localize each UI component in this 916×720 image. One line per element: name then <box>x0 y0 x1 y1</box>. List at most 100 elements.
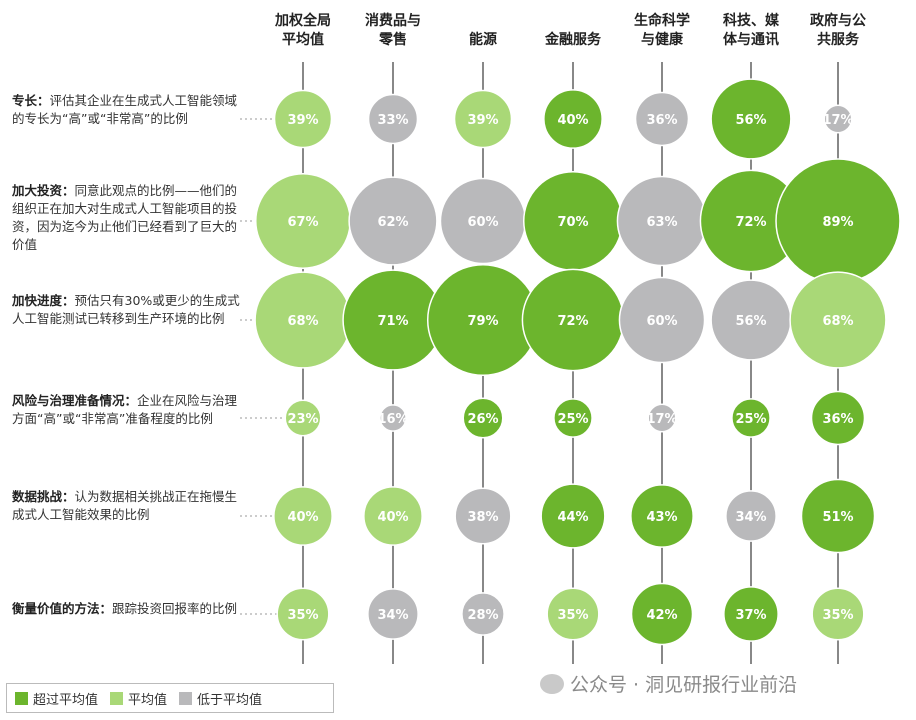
legend-item-above: 超过平均值 <box>15 689 98 708</box>
bubble-label-r3-c4: 17% <box>646 412 677 427</box>
bubble-label-r1-c3: 70% <box>557 215 588 230</box>
bubble-r0-c0 <box>273 89 333 149</box>
row-title: 加快进度： <box>12 293 75 308</box>
bubble-r0-c1 <box>367 93 419 145</box>
row-label-2: 加快进度：预估只有30%或更少的生成式人工智能测试已转移到生产环境的比例 <box>12 292 240 328</box>
bubble-r3-c2 <box>462 397 504 439</box>
bubble-label-r4-c2: 38% <box>467 510 498 525</box>
row-label-1: 加大投资：同意此观点的比例——他们的组织正在加大对生成式人工智能项目的投资，因为… <box>12 182 240 254</box>
bubble-label-r0-c6: 17% <box>822 113 853 128</box>
bubble-label-r2-c4: 60% <box>646 314 677 329</box>
bubble-r4-c0 <box>273 486 333 546</box>
bubble-r4-c2 <box>454 487 512 545</box>
column-header-0: 加权全局 平均值 <box>275 13 331 48</box>
bubble-r0-c2 <box>453 89 513 149</box>
bubble-r0-c4 <box>634 91 690 147</box>
bubble-label-r5-c1: 34% <box>377 608 408 623</box>
bubble-r0-c6 <box>823 104 853 134</box>
bubble-r1-c1 <box>348 176 438 266</box>
row-desc: 认为数据相关挑战正在拖慢生成式人工智能效果的比例 <box>12 489 238 522</box>
bubble-label-r2-c0: 68% <box>287 314 318 329</box>
bubble-label-r3-c2: 26% <box>467 412 498 427</box>
bubble-r4-c6 <box>800 478 876 554</box>
bubble-label-r1-c4: 63% <box>646 215 677 230</box>
bubble-label-r4-c6: 51% <box>822 510 853 525</box>
row-title: 衡量价值的方法： <box>12 601 113 616</box>
bubble-label-r3-c3: 25% <box>557 412 588 427</box>
bubble-r5-c2 <box>461 592 505 636</box>
bubble-label-r2-c1: 71% <box>377 314 408 329</box>
legend-swatch-avg <box>110 691 124 705</box>
bubble-label-r0-c2: 39% <box>467 113 498 128</box>
row-title: 加大投资： <box>12 183 75 198</box>
bubble-r2-c4 <box>618 276 706 364</box>
row-title: 风险与治理准备情况： <box>12 393 138 408</box>
bubble-label-r2-c2: 79% <box>467 314 498 329</box>
bubble-label-r1-c5: 72% <box>735 215 766 230</box>
bubble-label-r0-c1: 33% <box>377 113 408 128</box>
legend-item-below: 低于平均值 <box>179 689 262 708</box>
bubble-label-r4-c1: 40% <box>377 510 408 525</box>
bubble-r0-c5 <box>710 78 792 160</box>
bubble-r3-c1 <box>379 404 407 432</box>
bubble-label-r0-c5: 56% <box>735 113 766 128</box>
bubble-label-r5-c6: 35% <box>822 608 853 623</box>
row-title: 数据挑战： <box>12 489 75 504</box>
bubble-label-r4-c3: 44% <box>557 510 588 525</box>
bubble-label-r4-c5: 34% <box>735 510 766 525</box>
bubble-r4-c1 <box>363 486 423 546</box>
row-title: 专长： <box>12 93 50 108</box>
column-header-2: 能源 <box>469 32 497 48</box>
bubble-r5-c0 <box>276 587 330 641</box>
row-label-0: 专长：评估其企业在生成式人工智能领域的专长为“高”或“非常高”的比例 <box>12 92 240 128</box>
bubble-r5-c5 <box>723 586 779 642</box>
row-desc: 同意此观点的比例——他们的组织正在加大对生成式人工智能项目的投资，因为迄今为止他… <box>12 183 238 252</box>
bubble-label-r1-c0: 67% <box>287 215 318 230</box>
column-header-1: 消费品与 零售 <box>365 13 421 48</box>
column-header-5: 科技、媒 体与通讯 <box>723 13 779 48</box>
bubble-label-r2-c6: 68% <box>822 314 853 329</box>
bubble-r5-c3 <box>546 587 600 641</box>
bubble-label-r4-c0: 40% <box>287 510 318 525</box>
bubble-label-r2-c3: 72% <box>557 314 588 329</box>
bubble-label-r1-c6: 89% <box>822 215 853 230</box>
bubble-label-r3-c6: 36% <box>822 412 853 427</box>
column-header-6: 政府与公 共服务 <box>810 13 866 48</box>
bubble-label-r5-c3: 35% <box>557 608 588 623</box>
row-desc: 评估其企业在生成式人工智能领域的专长为“高”或“非常高”的比例 <box>12 93 238 126</box>
legend-swatch-above <box>15 691 28 705</box>
legend: 超过平均值 平均值 低于平均值 <box>6 683 334 713</box>
bubble-label-r1-c2: 60% <box>467 215 498 230</box>
row-desc: 预估只有30%或更少的生成式人工智能测试已转移到生产环境的比例 <box>12 293 240 326</box>
bubble-label-r0-c4: 36% <box>646 113 677 128</box>
bubble-r5-c4 <box>630 582 694 646</box>
bubble-label-r5-c5: 37% <box>735 608 766 623</box>
row-desc: 跟踪投资回报率的比例 <box>112 601 238 616</box>
bubble-label-r0-c0: 39% <box>287 113 318 128</box>
row-label-4: 数据挑战：认为数据相关挑战正在拖慢生成式人工智能效果的比例 <box>12 488 240 524</box>
bubble-label-r5-c2: 28% <box>467 608 498 623</box>
bubble-r2-c6 <box>789 271 887 369</box>
bubble-label-r4-c4: 43% <box>646 510 677 525</box>
bubble-label-r5-c0: 35% <box>287 608 318 623</box>
bubble-r0-c3 <box>543 89 603 149</box>
bubble-r3-c4 <box>647 403 677 433</box>
bubble-r3-c6 <box>810 390 866 446</box>
bubble-r5-c6 <box>811 587 865 641</box>
legend-swatch-below <box>179 691 193 705</box>
bubble-label-r1-c1: 62% <box>377 215 408 230</box>
row-label-5: 衡量价值的方法：跟踪投资回报率的比例 <box>12 600 240 618</box>
bubble-r4-c3 <box>540 483 606 549</box>
bubble-r3-c5 <box>731 398 771 438</box>
row-desc: 企业在风险与治理方面“高”或“非常高”准备程度的比例 <box>12 393 238 426</box>
bubble-label-r3-c0: 23% <box>287 412 318 427</box>
row-label-3: 风险与治理准备情况：企业在风险与治理方面“高”或“非常高”准备程度的比例 <box>12 392 240 428</box>
bubble-r5-c1 <box>367 588 419 640</box>
bubble-label-r5-c4: 42% <box>646 608 677 623</box>
bubble-r3-c0 <box>284 399 322 437</box>
column-header-4: 生命科学 与健康 <box>634 13 690 48</box>
bubble-label-r2-c5: 56% <box>735 314 766 329</box>
bubble-label-r3-c1: 16% <box>377 412 408 427</box>
legend-item-avg: 平均值 <box>110 689 167 708</box>
